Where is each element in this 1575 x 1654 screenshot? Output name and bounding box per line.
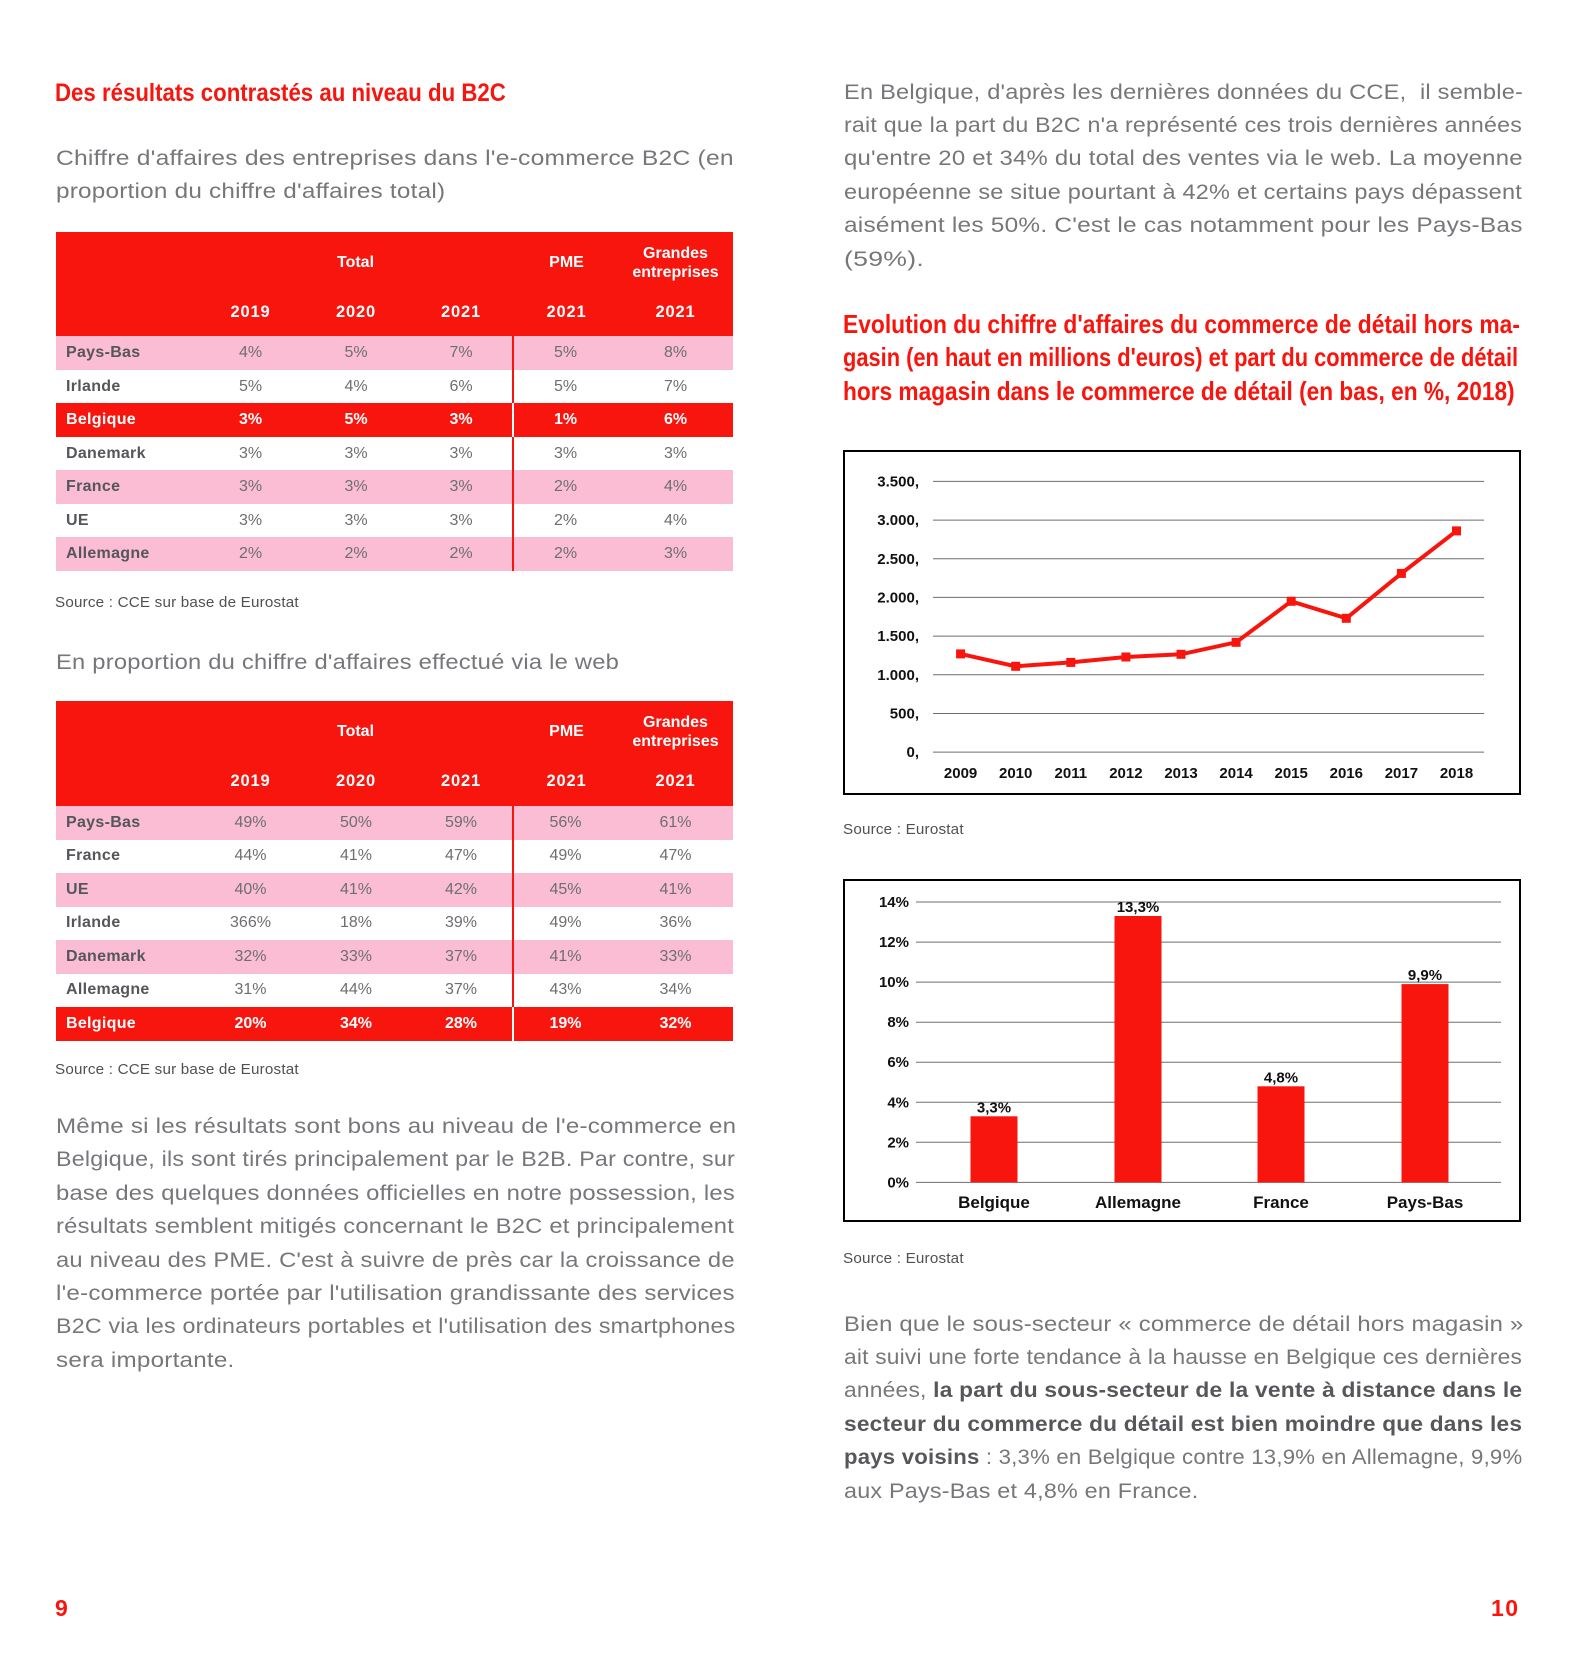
svg-text:500,: 500, xyxy=(890,706,919,723)
svg-text:2014: 2014 xyxy=(1219,765,1253,782)
svg-text:2017: 2017 xyxy=(1385,765,1418,782)
svg-text:France: France xyxy=(1253,1193,1309,1212)
svg-text:2018: 2018 xyxy=(1440,765,1473,782)
svg-text:6%: 6% xyxy=(887,1054,909,1071)
svg-text:2015: 2015 xyxy=(1275,765,1308,782)
svg-text:4%: 4% xyxy=(887,1094,909,1111)
svg-text:2%: 2% xyxy=(887,1134,909,1151)
svg-text:3.500,: 3.500, xyxy=(877,473,919,490)
svg-text:2010: 2010 xyxy=(999,765,1032,782)
svg-text:3.000,: 3.000, xyxy=(877,512,919,529)
svg-text:2009: 2009 xyxy=(944,765,977,782)
svg-text:3,3%: 3,3% xyxy=(977,1099,1011,1116)
svg-text:9,9%: 9,9% xyxy=(1408,967,1442,984)
svg-text:2016: 2016 xyxy=(1330,765,1363,782)
svg-text:2013: 2013 xyxy=(1164,765,1197,782)
svg-text:Pays-Bas: Pays-Bas xyxy=(1387,1193,1464,1212)
svg-text:0%: 0% xyxy=(887,1174,909,1191)
svg-text:13,3%: 13,3% xyxy=(1117,899,1160,916)
svg-text:14%: 14% xyxy=(879,894,909,911)
svg-text:10%: 10% xyxy=(879,974,909,991)
svg-text:2.500,: 2.500, xyxy=(877,551,919,568)
svg-text:8%: 8% xyxy=(887,1014,909,1031)
svg-text:Allemagne: Allemagne xyxy=(1095,1193,1181,1212)
svg-text:1.000,: 1.000, xyxy=(877,667,919,684)
svg-text:2011: 2011 xyxy=(1055,765,1088,782)
svg-text:2012: 2012 xyxy=(1109,765,1142,782)
svg-text:1.500,: 1.500, xyxy=(877,628,919,645)
svg-text:4,8%: 4,8% xyxy=(1264,1069,1298,1086)
svg-text:Belgique: Belgique xyxy=(958,1193,1030,1212)
svg-text:2.000,: 2.000, xyxy=(877,589,919,606)
svg-text:12%: 12% xyxy=(879,934,909,951)
svg-text:0,: 0, xyxy=(906,744,919,761)
